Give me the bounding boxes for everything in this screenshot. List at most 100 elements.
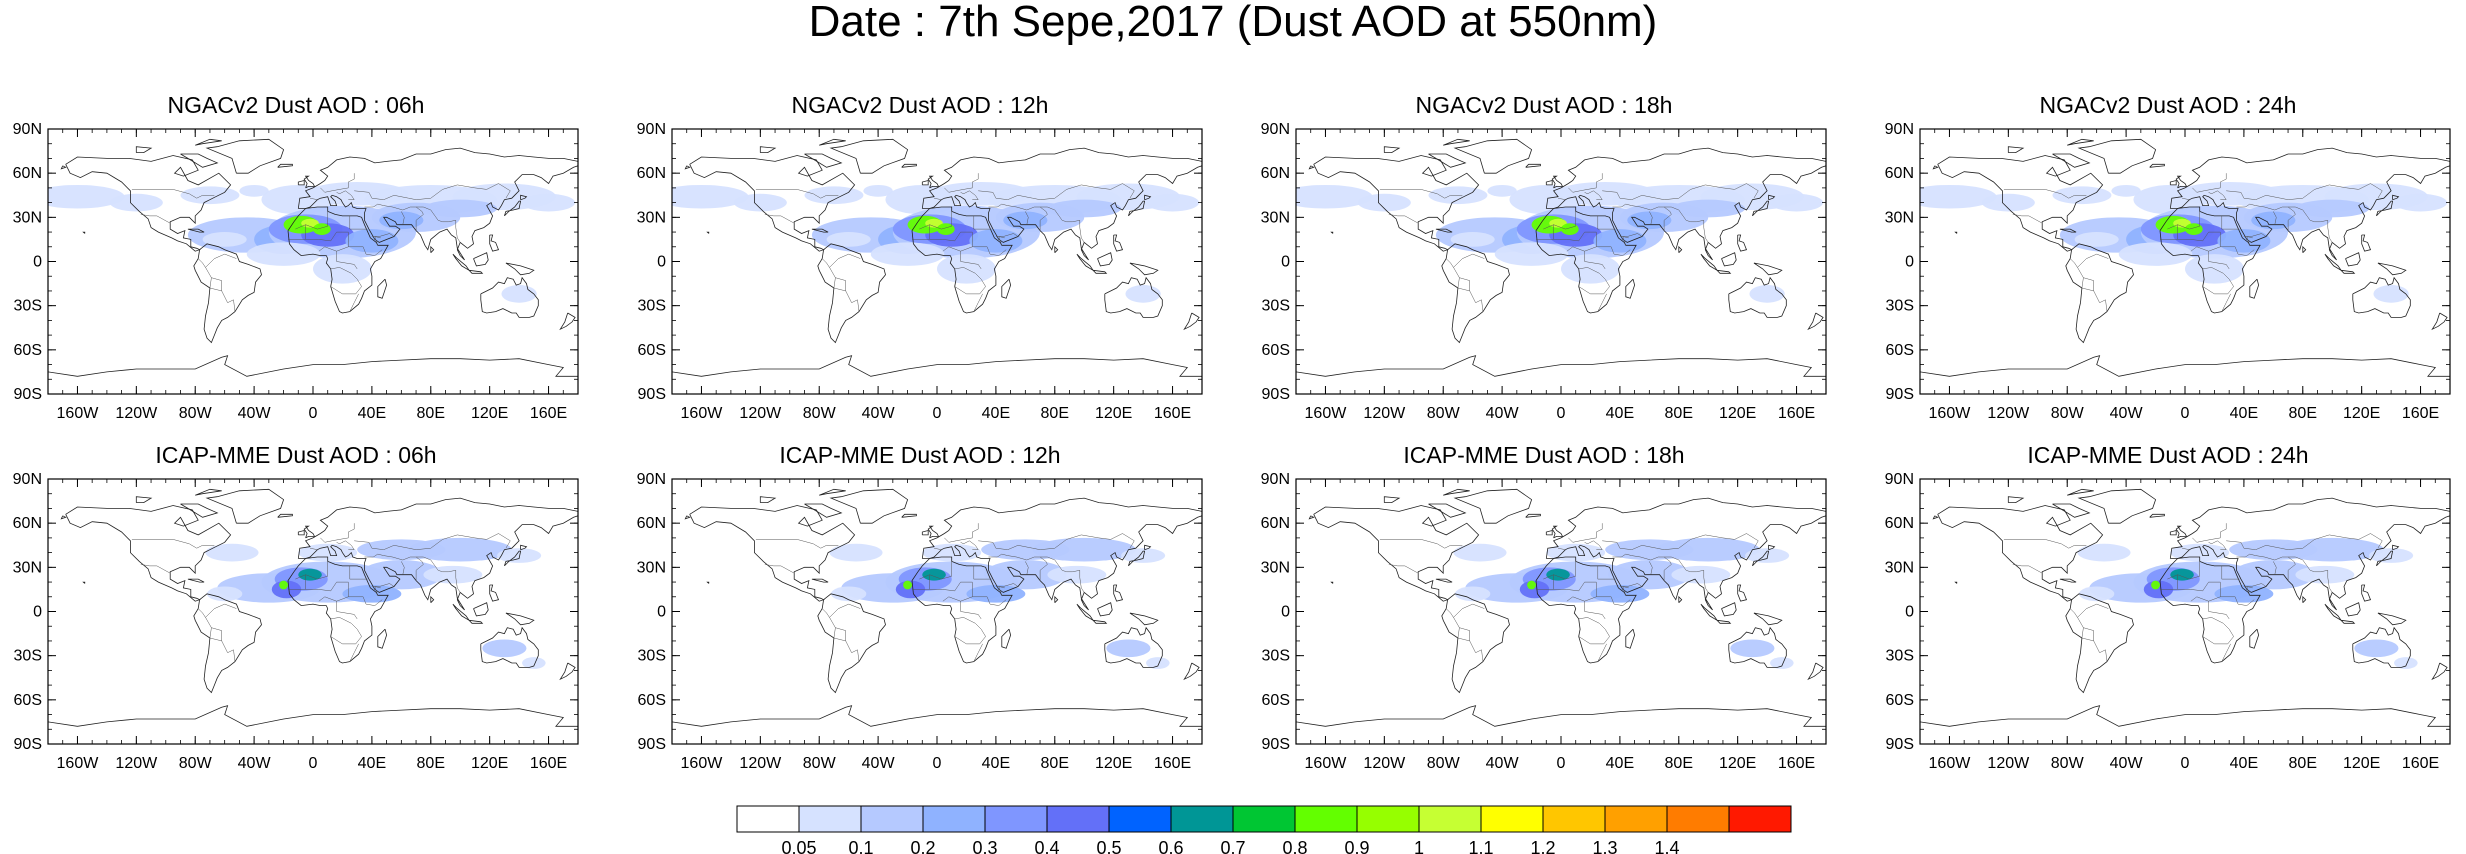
coastline xyxy=(1737,234,1748,252)
country-border xyxy=(2070,258,2084,289)
dust-region xyxy=(1546,568,1570,581)
dust-region xyxy=(423,565,483,584)
dust-field xyxy=(672,488,1202,727)
colorbar-swatch xyxy=(798,805,862,833)
dust-field xyxy=(1920,488,2450,727)
coastline xyxy=(559,312,576,331)
dust-region xyxy=(672,184,749,209)
country-border xyxy=(2236,553,2296,561)
lat-tick-label: 30S xyxy=(1262,298,1290,315)
coastline xyxy=(2340,269,2356,274)
coastline xyxy=(2392,544,2400,551)
lat-tick-label: 60N xyxy=(1261,165,1290,182)
dust-region xyxy=(1671,199,1746,218)
country-border xyxy=(2182,197,2190,200)
coastline xyxy=(1441,243,1510,344)
dust-region xyxy=(1656,537,1760,562)
coastline xyxy=(1296,705,1826,727)
colorbar-label: 1.3 xyxy=(1592,838,1617,854)
coastline xyxy=(804,503,843,518)
coastline xyxy=(1678,595,1683,603)
coastline xyxy=(2361,234,2372,252)
dust-region xyxy=(2217,229,2271,253)
dust-region xyxy=(1561,223,1579,235)
coastline xyxy=(504,200,522,217)
lon-tick-label: 160W xyxy=(1929,755,1972,772)
lat-tick-label: 60S xyxy=(638,342,666,359)
map-panel-icap-12: ICAP-MME Dust AOD : 12h 90N 60N 30N 0 30S 60S… xyxy=(630,442,1210,792)
dust-region xyxy=(2118,242,2193,266)
dust-field xyxy=(672,138,1202,377)
country-border xyxy=(198,258,212,289)
country-border xyxy=(2192,523,2227,543)
country-border xyxy=(205,603,237,618)
coastline xyxy=(277,163,293,168)
colorbar-label: 0.4 xyxy=(1034,838,1059,854)
country-border xyxy=(1596,246,1631,256)
coastline xyxy=(1716,619,1732,624)
colorbar-swatch xyxy=(1604,805,1668,833)
dust-region xyxy=(2079,586,2115,602)
dust-region xyxy=(379,211,424,230)
coastline xyxy=(1545,497,1826,611)
colorbar-swatch xyxy=(1294,805,1358,833)
coastline xyxy=(1545,147,1826,261)
country-border xyxy=(1388,214,1419,224)
coastline xyxy=(1308,165,1315,170)
coastline xyxy=(706,231,710,234)
dust-aod-map: 90N 60N 30N 0 30S 60S 90S 160W 120W 80W 40W 0 40E 80E… xyxy=(13,121,579,422)
coastline xyxy=(1001,628,1012,649)
coastline xyxy=(901,513,917,518)
country-border xyxy=(131,189,215,199)
country-border xyxy=(822,258,836,289)
coastline xyxy=(504,550,522,567)
dust-region xyxy=(2151,580,2160,590)
country-border xyxy=(764,564,795,574)
coastline xyxy=(473,252,489,267)
coastline xyxy=(303,525,316,539)
coastline xyxy=(205,138,285,174)
coastline xyxy=(2149,163,2165,168)
coastline xyxy=(1525,163,1541,168)
dust-region xyxy=(239,184,269,197)
coastline xyxy=(1076,603,1094,621)
dust-region xyxy=(2074,232,2119,247)
country-border xyxy=(320,523,355,543)
lon-tick-label: 80W xyxy=(1427,405,1461,422)
coastline xyxy=(689,155,856,252)
dust-field xyxy=(48,488,578,727)
coastline xyxy=(2175,525,2188,539)
country-border xyxy=(1597,215,1616,230)
country-border xyxy=(934,197,942,200)
coastline xyxy=(817,243,886,344)
country-border xyxy=(349,293,359,312)
dust-region xyxy=(246,242,321,266)
dust-region xyxy=(1546,543,1606,562)
colorbar-swatch xyxy=(1480,805,1544,833)
coastline xyxy=(1721,252,1737,267)
map-panel-icap-24: ICAP-MME Dust AOD : 24h 90N 60N 30N 0 30S 60S… xyxy=(1878,442,2458,792)
lon-tick-label: 160W xyxy=(57,405,100,422)
lat-tick-label: 90S xyxy=(14,386,42,403)
coastline xyxy=(1753,612,1783,626)
colorbar-swatch xyxy=(736,805,800,833)
lon-tick-label: 120E xyxy=(1095,405,1132,422)
coastline xyxy=(1932,165,1939,170)
colorbar-swatch xyxy=(1728,805,1792,833)
coastline xyxy=(2059,228,2077,233)
coastline xyxy=(901,163,917,168)
dust-region xyxy=(2185,223,2203,235)
country-border xyxy=(305,231,349,252)
coastline xyxy=(430,245,435,253)
country-border xyxy=(131,539,215,549)
lon-tick-label: 40E xyxy=(2230,405,2258,422)
coastline xyxy=(65,505,232,602)
coastline xyxy=(1753,262,1783,276)
lat-tick-label: 90N xyxy=(1885,121,1914,138)
country-border xyxy=(401,561,405,575)
panel-title: ICAP-MME Dust AOD : 24h xyxy=(2027,442,2309,468)
colorbar-swatch xyxy=(1542,805,1606,833)
coastline xyxy=(2361,584,2372,602)
coastline xyxy=(297,497,578,611)
country-border xyxy=(336,540,355,550)
